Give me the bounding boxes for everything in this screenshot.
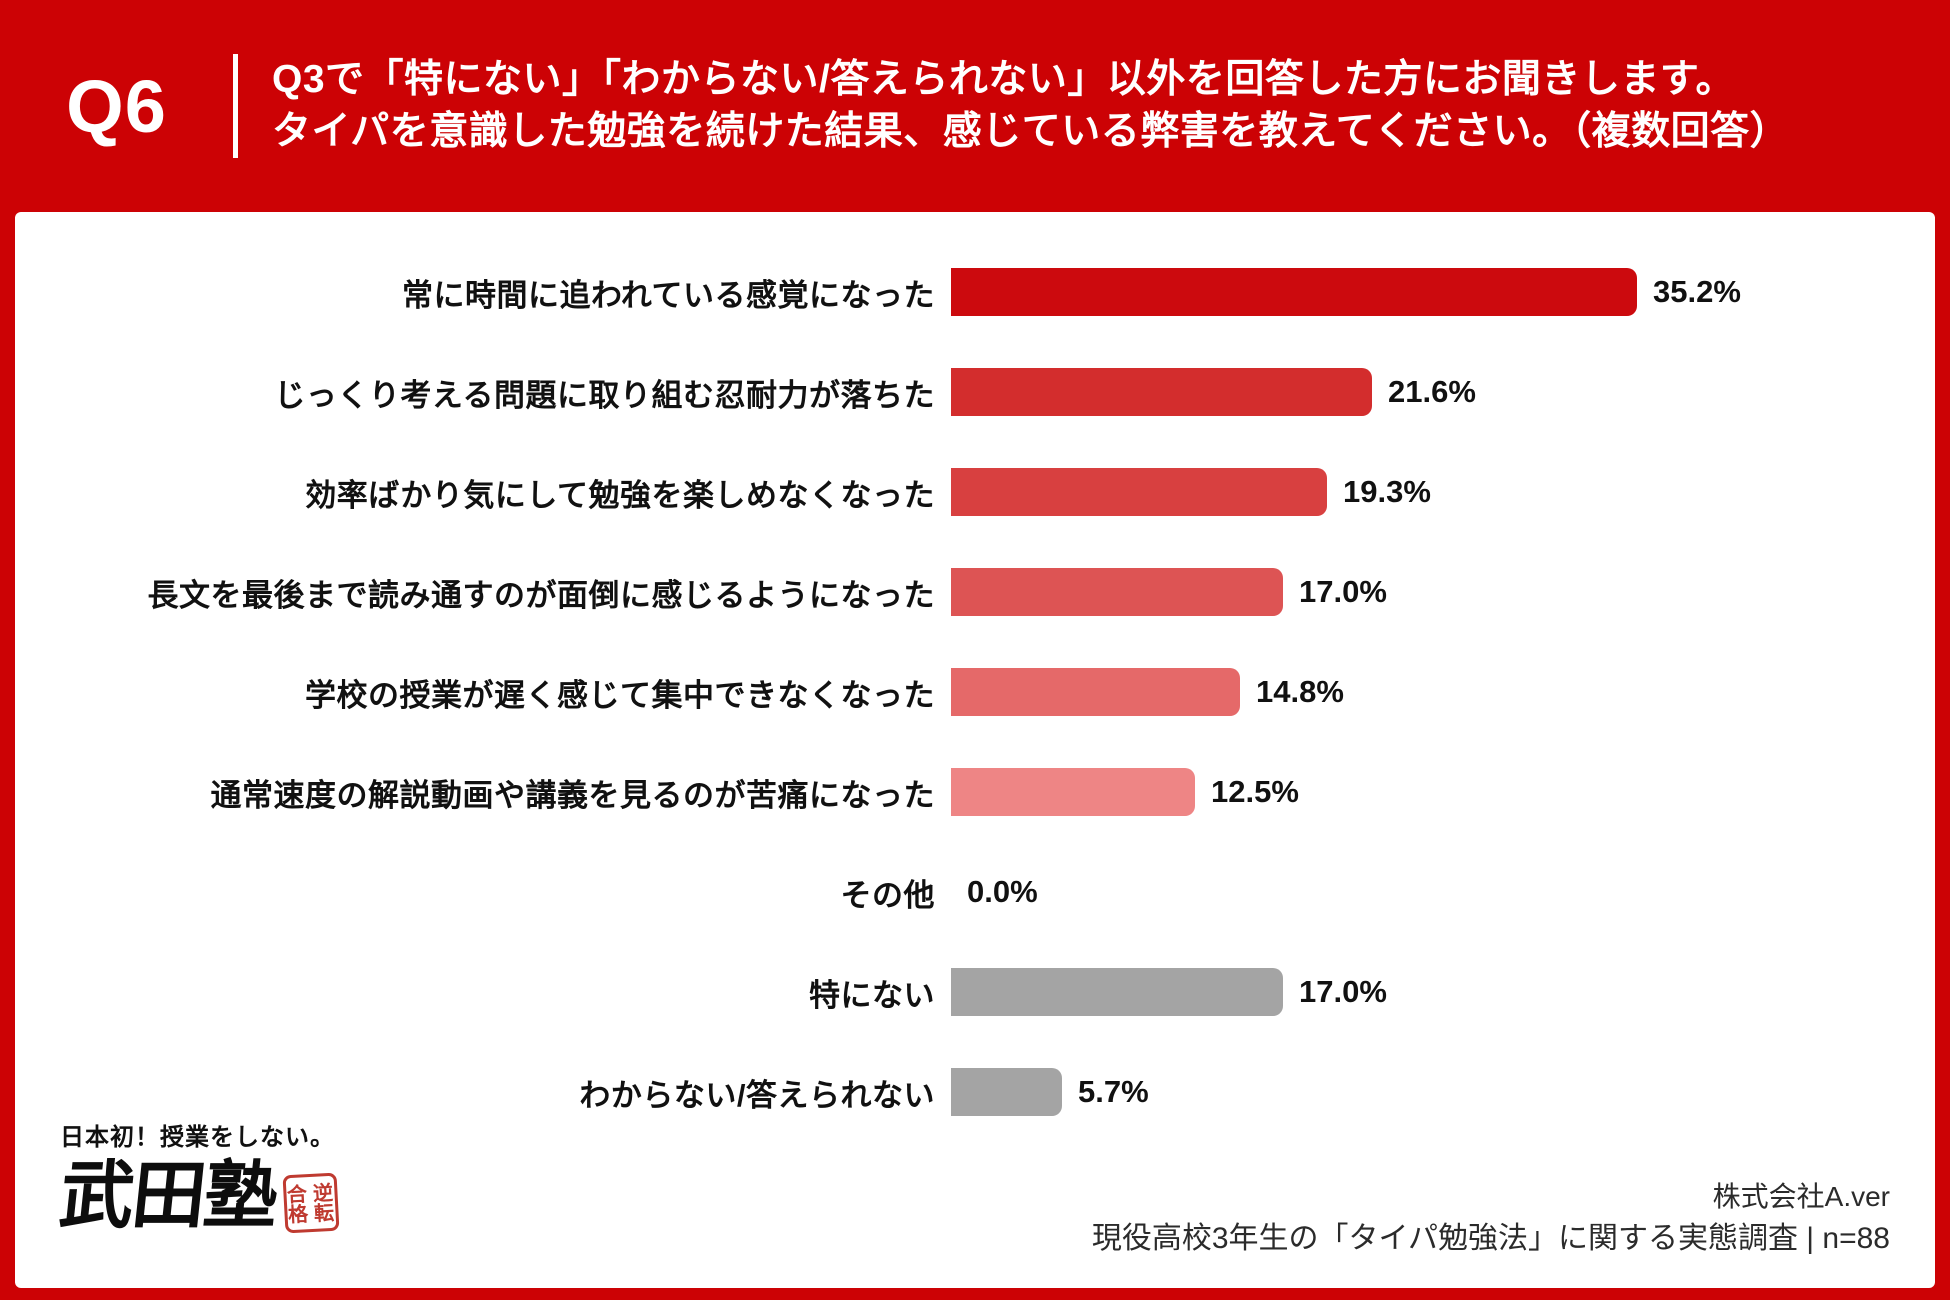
bar [951,768,1195,816]
bar-zone: 14.8% [951,668,1935,716]
bar [951,968,1283,1016]
header-divider [233,54,238,158]
question-number: Q6 [66,64,167,148]
category-label: わからない/答えられない [579,1077,935,1113]
category-label: 常に時間に追われている感覚になった [401,277,935,313]
bar-zone: 19.3% [951,468,1935,516]
chart-row: その他 0.0% [15,842,1935,942]
bar [951,568,1283,616]
company-name: 株式会社A.ver [1712,1181,1890,1212]
bar-zone: 17.0% [951,968,1935,1016]
value-label: 5.7% [1078,1074,1149,1109]
source-note: 株式会社A.ver 現役高校3年生の「タイパ勉強法」に関する実態調査 | n=8… [1092,1177,1890,1261]
chart-row: 効率ばかり気にして勉強を楽しめなくなった 19.3% [15,442,1935,542]
value-label: 35.2% [1653,274,1741,309]
category-label: じっくり考える問題に取り組む忍耐力が落ちた [274,377,935,413]
takeda-juku-logo: 日本初！授業をしない。 武田塾 逆転合格 [56,1117,360,1238]
bar-zone: 0.0% [951,874,1935,910]
bar-zone: 12.5% [951,768,1935,816]
chart-row: 学校の授業が遅く感じて集中できなくなった 14.8% [15,642,1935,742]
question-title: Q3で「特にない」「わからない/答えられない」以外を回答した方にお聞きします。 … [272,54,1789,158]
category-label: 学校の授業が遅く感じて集中できなくなった [305,677,935,713]
value-label: 21.6% [1388,374,1476,409]
bar-zone: 35.2% [951,268,1935,316]
question-title-line1: Q3で「特にない」「わからない/答えられない」以外を回答した方にお聞きします。 [272,58,1735,101]
value-label: 19.3% [1343,474,1431,509]
value-label: 17.0% [1299,574,1387,609]
bar [951,368,1372,416]
category-label: その他 [840,877,935,913]
bar [951,268,1637,316]
question-title-line2: タイパを意識した勉強を続けた結果、感じている弊害を教えてください。（複数回答） [272,110,1790,153]
category-label: 通常速度の解説動画や講義を見るのが苦痛になった [210,777,935,813]
chart-row: 常に時間に追われている感覚になった 35.2% [15,242,1935,342]
value-label: 12.5% [1211,774,1299,809]
logo-seal-stamp: 逆転合格 [282,1172,340,1234]
category-label: 効率ばかり気にして勉強を楽しめなくなった [305,477,935,513]
category-label: 特にない [809,977,935,1013]
chart-panel: 常に時間に追われている感覚になった 35.2% じっくり考える問題に取り組む忍耐力が… [15,212,1935,1288]
bar [951,468,1327,516]
chart-row: わからない/答えられない 5.7% [15,1042,1935,1142]
survey-caption: 現役高校3年生の「タイパ勉強法」に関する実態調査 | n=88 [1091,1222,1890,1255]
value-label: 0.0% [967,874,1038,909]
chart-row: じっくり考える問題に取り組む忍耐力が落ちた 21.6% [15,342,1935,442]
question-header: Q6 Q3で「特にない」「わからない/答えられない」以外を回答した方にお聞きしま… [0,0,1950,212]
chart-row: 長文を最後まで読み通すのが面倒に感じるようになった 17.0% [15,542,1935,642]
chart-row: 通常速度の解説動画や講義を見るのが苦痛になった 12.5% [15,742,1935,842]
bar-zone: 21.6% [951,368,1935,416]
bar-chart: 常に時間に追われている感覚になった 35.2% じっくり考える問題に取り組む忍耐力が… [15,242,1935,1142]
bar-zone: 5.7% [951,1068,1935,1116]
bar [951,1068,1062,1116]
value-label: 17.0% [1299,974,1387,1009]
logo-tagline: 日本初！授業をしない。 [60,1125,335,1151]
chart-row: 特にない 17.0% [15,942,1935,1042]
value-label: 14.8% [1256,674,1344,709]
bar-zone: 17.0% [951,568,1935,616]
category-label: 長文を最後まで読み通すのが面倒に感じるようになった [147,577,935,613]
bar [951,668,1240,716]
logo-brand-text: 武田塾 [55,1156,281,1238]
